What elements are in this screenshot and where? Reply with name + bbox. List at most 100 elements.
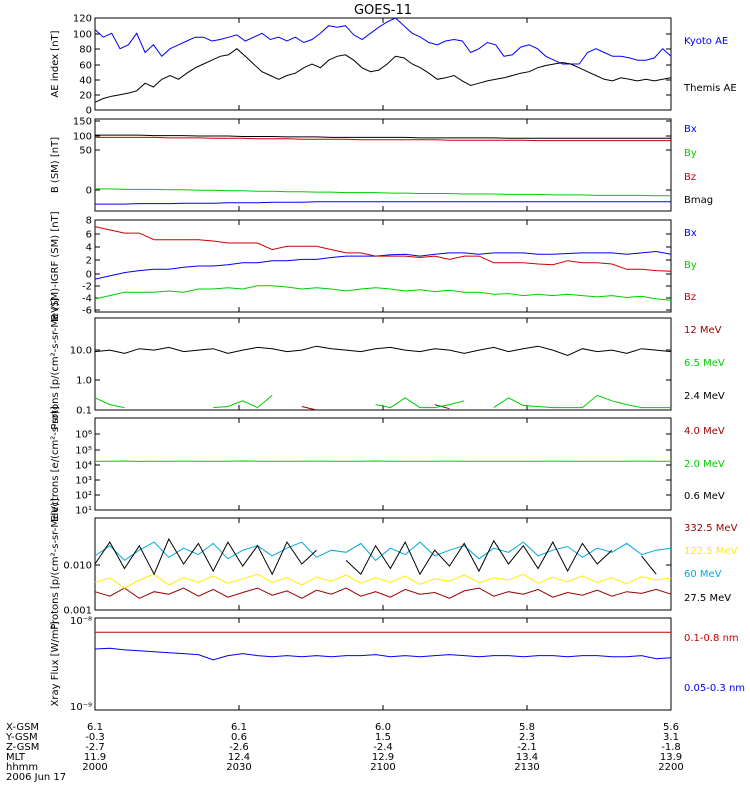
ephemeris-row-label: MLT (6, 752, 26, 763)
ephemeris-value: 2000 (82, 762, 107, 773)
y-axis-label: Protons [p/(cm²-s-sr-MeV)] (50, 498, 61, 630)
series-line (94, 587, 672, 599)
panel-frame (94, 317, 672, 411)
series-line (94, 226, 672, 272)
y-tick-label: 60 (79, 61, 92, 72)
ephemeris-value: 5.8 (519, 722, 535, 733)
series-line (94, 250, 672, 280)
ephemeris-value: -2.4 (373, 742, 393, 753)
legend-label: 60 MeV (684, 569, 722, 580)
y-tick-label: -6 (82, 306, 92, 317)
series-line (94, 647, 672, 661)
ephemeris-value: 3.1 (663, 732, 679, 743)
panel-frame (94, 417, 672, 511)
y-tick-label: 10⁵ (75, 446, 92, 457)
series-line (95, 136, 671, 142)
ephemeris-value: 2130 (514, 762, 539, 773)
y-axis-label: Protons [p/(cm²-s-sr-MeV)] (50, 298, 61, 430)
ephemeris-value: -2.1 (517, 742, 537, 753)
y-tick-label: 20 (79, 91, 92, 102)
ephemeris-row-label: Z-GSM (6, 742, 39, 753)
ephemeris-value: 2200 (658, 762, 683, 773)
y-tick-label: 8 (86, 216, 92, 227)
series-line (94, 345, 672, 357)
y-tick-label: 4 (86, 243, 92, 254)
series-line (94, 537, 657, 576)
legend-label: 2.0 MeV (684, 459, 725, 470)
ephemeris-value: 2100 (370, 762, 395, 773)
y-axis-label: Xray Flux [W/m²] (50, 621, 61, 706)
legend-label: 0.05-0.3 nm (684, 683, 745, 694)
y-tick-label: 10³ (75, 476, 92, 487)
ephemeris-value: 2.3 (519, 732, 535, 743)
legend-label: 2.4 MeV (684, 391, 725, 402)
y-tick-label: 120 (73, 14, 92, 25)
y-tick-label: 150 (73, 117, 92, 128)
ephemeris-row-label: X-GSM (6, 722, 39, 733)
y-tick-label: 0.001 (63, 606, 92, 617)
legend-label: 0.6 MeV (684, 491, 725, 502)
legend-label: 6.5 MeV (684, 358, 725, 369)
panel-frame (94, 118, 672, 212)
legend-label: 27.5 MeV (684, 593, 731, 604)
y-tick-label: 100 (73, 30, 92, 41)
panel-frame (94, 517, 672, 611)
ephemeris-value: 13.4 (516, 752, 538, 763)
legend-label: Kyoto AE (684, 36, 728, 47)
y-axis-label: AE index [nT] (50, 30, 61, 97)
ephemeris-value: 5.6 (663, 722, 679, 733)
ephemeris-row-label: hhmm (6, 762, 38, 773)
ephemeris-value: 6.1 (87, 722, 103, 733)
legend-label: Bx (684, 124, 697, 135)
legend-label: 0.1-0.8 nm (684, 633, 739, 644)
y-axis-label: B (SM) [nT] (50, 137, 61, 193)
legend-label: 332.5 MeV (684, 523, 738, 534)
ephemeris-row-label: 2006 Jun 17 (6, 772, 66, 783)
y-axis-label: Electrons [e/(cm²-s-sr)] (50, 406, 61, 522)
ephemeris-row-label: Y-GSM (5, 732, 38, 743)
y-axis-label: B (SM)-IGRF (SM) [nT] (50, 211, 61, 320)
series-line (95, 188, 671, 197)
series-line (302, 405, 494, 410)
y-tick-label: 6 (86, 230, 92, 241)
legend-label: Bz (684, 292, 696, 303)
series-line (94, 573, 672, 589)
y-tick-label: 0 (86, 106, 92, 117)
y-tick-label: 1.0 (76, 376, 92, 387)
ephemeris-value: -1.8 (661, 742, 681, 753)
y-tick-label: 80 (79, 45, 92, 56)
panel-frame (94, 219, 672, 313)
legend-label: 122.5 MeV (684, 546, 738, 557)
panel-frame (94, 17, 672, 111)
y-tick-label: 2 (86, 256, 92, 267)
ephemeris-value: 1.5 (375, 732, 391, 743)
ephemeris-value: -0.3 (85, 732, 105, 743)
ephemeris-value: 6.1 (231, 722, 247, 733)
ephemeris-value: 2030 (226, 762, 251, 773)
ephemeris-value: 12.9 (372, 752, 394, 763)
series-line (95, 201, 671, 205)
ephemeris-value: 11.9 (84, 752, 106, 763)
ephemeris-value: 6.0 (375, 722, 391, 733)
y-tick-label: 10² (75, 491, 92, 502)
legend-label: Themis AE (683, 83, 737, 94)
legend-label: Bx (684, 228, 697, 239)
series-line (95, 134, 671, 139)
ephemeris-value: 13.9 (660, 752, 682, 763)
ephemeris-value: 0.6 (231, 732, 247, 743)
y-tick-label: 40 (79, 76, 92, 87)
y-tick-label: 10.0 (70, 346, 92, 357)
legend-label: 12 MeV (684, 325, 722, 336)
y-tick-label: 0.1 (76, 406, 92, 417)
series-line (94, 17, 672, 65)
y-tick-label: 10⁻⁸ (70, 616, 92, 627)
ephemeris-value: -2.7 (85, 742, 105, 753)
series-line (94, 48, 672, 103)
y-tick-label: 0.010 (63, 561, 92, 572)
series-line (94, 285, 672, 301)
y-tick-label: -4 (82, 294, 92, 305)
y-tick-label: 10⁶ (75, 430, 92, 441)
y-tick-label: 100 (73, 132, 92, 143)
